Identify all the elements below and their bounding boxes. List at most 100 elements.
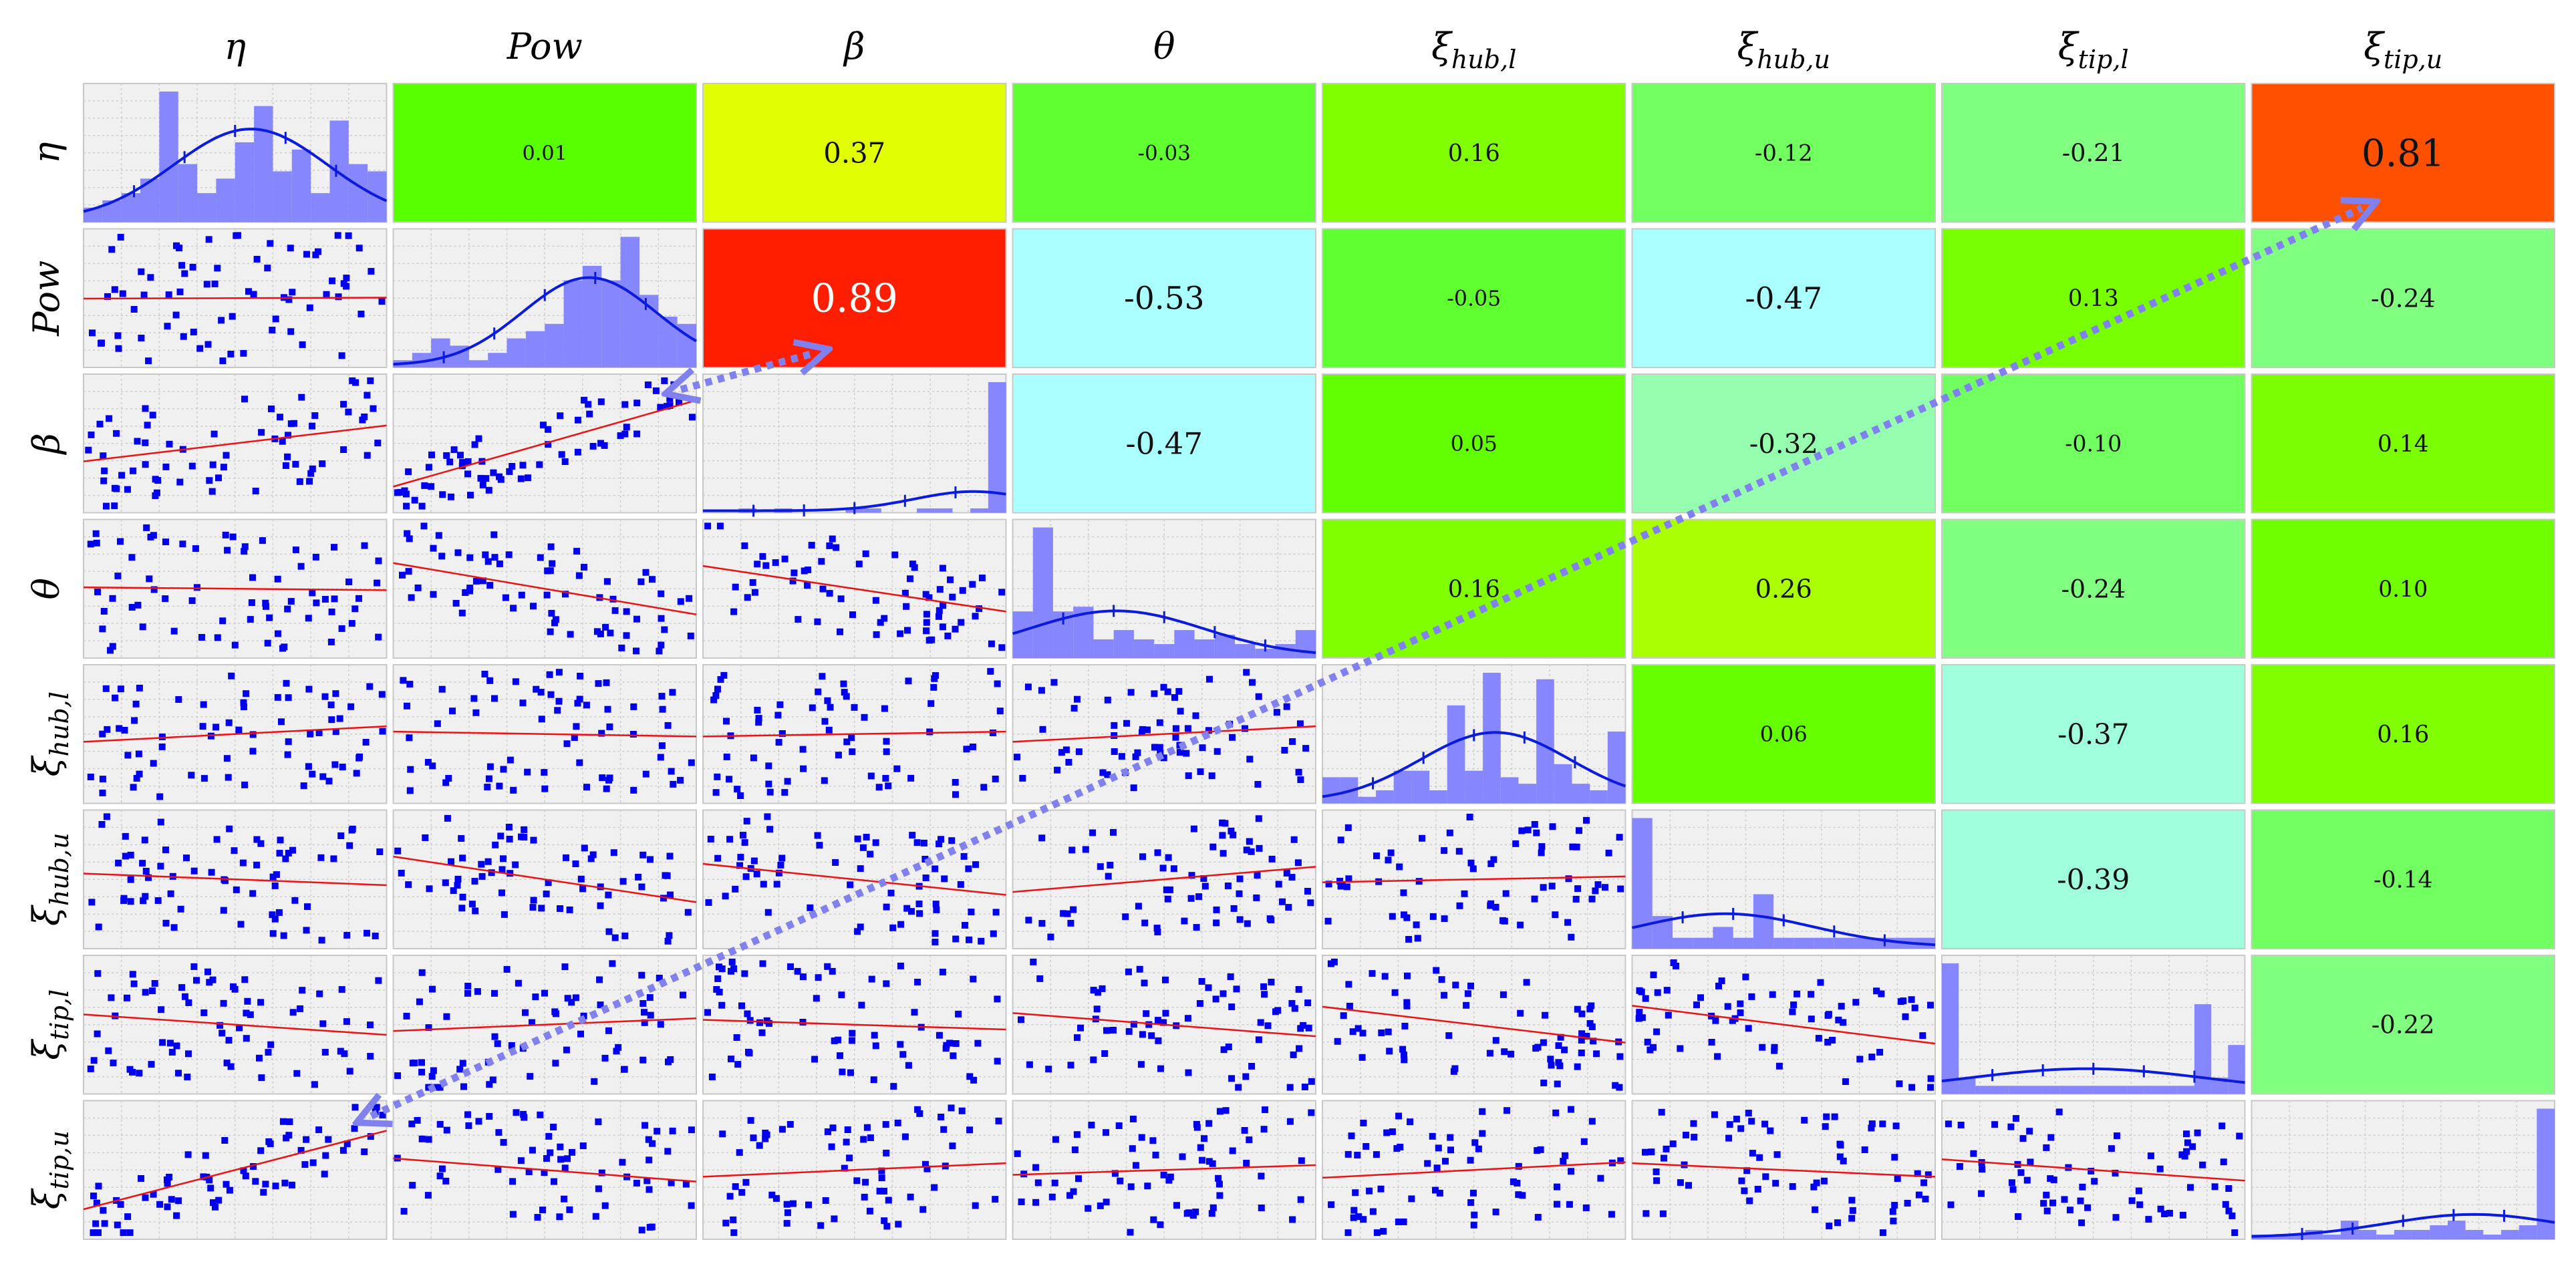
scatter-point [1369,970,1376,977]
scatter-point [1295,768,1302,776]
scatter-point [282,462,289,469]
scatter-point [564,1155,571,1162]
scatter-point [756,1019,763,1026]
scatter-point [1663,1145,1670,1152]
scatter-point [213,836,221,843]
scatter-point [1093,1005,1101,1013]
scatter-point [204,968,211,975]
scatter-point [188,772,195,779]
scatter-point [309,465,316,472]
scatter-point [1050,679,1058,686]
histogram-bar [1154,644,1175,658]
scatter-point [364,929,370,937]
scatter-point [680,991,686,999]
scatter-point [832,859,839,866]
scatter-point [926,728,934,736]
scatter-point [670,780,677,788]
scatter-point [568,999,575,1006]
scatter-point [321,1049,329,1056]
scatter-point [947,576,954,583]
scatter-point [162,538,169,546]
scatter-point [430,544,437,552]
scatter-point [1492,1037,1499,1044]
scatter-point [1220,850,1227,857]
scatter-point [1228,1003,1236,1011]
scatter-point [914,979,921,985]
histogram-bar [216,178,235,222]
scatter-point [1499,991,1507,998]
scatter-point [819,673,826,680]
histogram-cell [1941,955,2246,1095]
scatter-cell [702,1100,1007,1240]
scatter-point [1129,1116,1137,1122]
scatter-point [549,560,556,567]
scatter-point [2220,1158,2227,1166]
scatter-point [1340,1012,1347,1019]
scatter-point [762,1135,769,1142]
scatter-point [1578,1030,1586,1038]
correlation-value: 0.13 [2068,285,2119,312]
scatter-point [1229,1147,1236,1154]
scatter-point [438,552,446,560]
scatter-point [1908,996,1915,1003]
scatter-point [930,683,938,691]
scatter-point [1249,679,1256,686]
scatter-point [544,567,551,575]
scatter-point [1540,1039,1547,1046]
scatter-point [322,1152,329,1159]
scatter-point [2047,1175,2054,1182]
scatter-point [1195,893,1203,901]
scatter-point [1504,1107,1511,1114]
scatter-point [482,551,489,559]
scatter-point [361,414,368,420]
scatter-point [646,1224,654,1231]
scatter-point [1683,1132,1689,1138]
scatter-point [1075,1175,1082,1182]
scatter-point [567,631,574,638]
scatter-point [1171,694,1178,701]
scatter-point [717,676,724,683]
scatter-point [355,245,363,252]
scatter-point [343,931,351,939]
histogram-bar [1483,673,1501,804]
scatter-point [1062,746,1070,754]
scatter-point [1588,1118,1596,1125]
scatter-point [1822,1123,1829,1130]
scatter-point [1036,975,1044,982]
scatter-point [760,881,767,888]
histogram-cell [702,373,1007,517]
scatter-point [545,1132,553,1140]
scatter-point [284,751,291,758]
scatter-point [185,1050,192,1058]
scatter-point [605,891,612,899]
scatter-point [1922,1195,1929,1203]
scatter-point [164,1203,171,1211]
scatter-point [521,834,528,841]
scatter-point [1157,1221,1164,1229]
scatter-point [1107,862,1114,868]
scatter-point [100,477,108,484]
scatter-point [130,980,138,987]
scatter-point [728,967,734,975]
scatter-cell [1941,1100,2246,1240]
scatter-point [138,268,145,275]
scatter-point [1653,1028,1661,1036]
histogram-bar [1794,937,1814,949]
scatter-point [749,579,756,586]
scatter-point [243,690,250,697]
histogram-bar [1133,639,1155,658]
scatter-point [112,694,119,701]
scatter-point [136,770,143,778]
scatter-point [1868,1124,1875,1132]
scatter-point [862,550,869,557]
scatter-point [1030,958,1037,965]
scatter-point [165,291,172,299]
correlation-cell: -0.22 [2251,955,2555,1095]
scatter-point [1345,981,1352,988]
scatter-point [200,775,208,782]
scatter-point [1501,1048,1508,1056]
histogram-bar [1093,639,1114,658]
histogram-bar [2430,1225,2448,1239]
scatter-point [250,1163,257,1170]
scatter-point [241,548,248,555]
